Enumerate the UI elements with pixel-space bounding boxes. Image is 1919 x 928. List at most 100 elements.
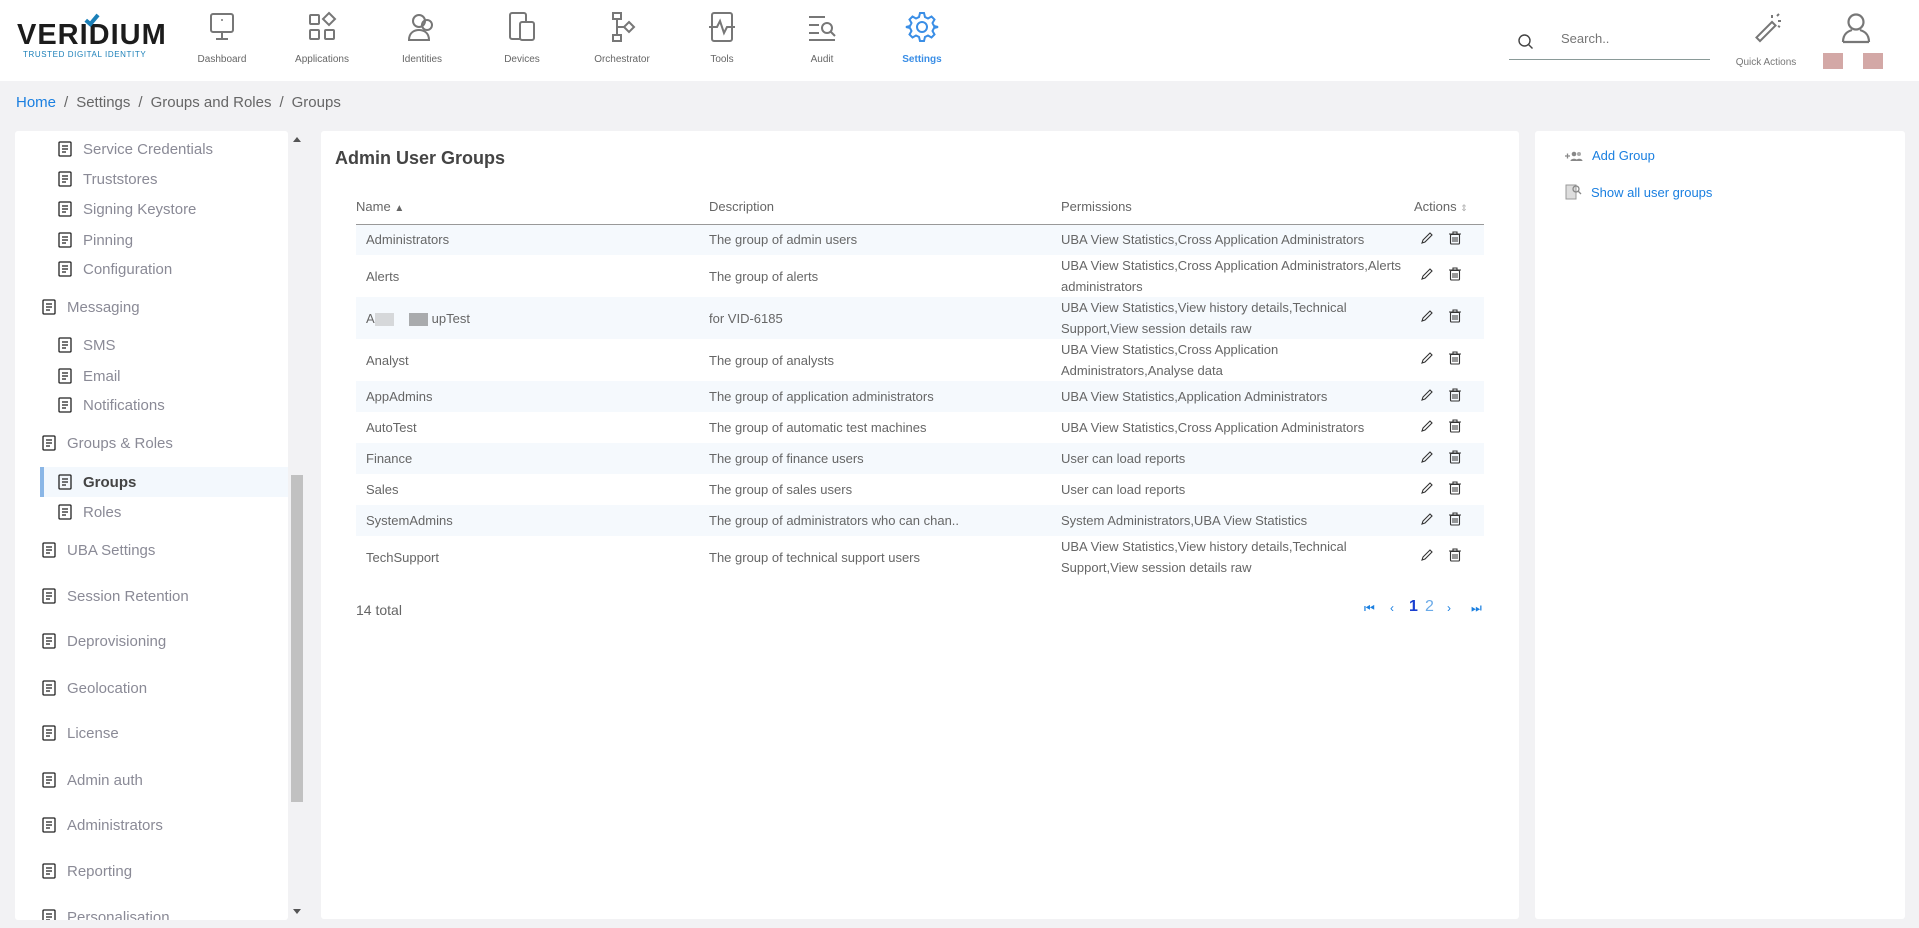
column-name[interactable]: Name ▲ bbox=[356, 189, 709, 225]
gear-icon bbox=[905, 12, 939, 42]
edit-icon[interactable] bbox=[1420, 511, 1434, 532]
edit-icon[interactable] bbox=[1420, 418, 1434, 439]
user-icon bbox=[1841, 13, 1871, 44]
total-count: 14 total bbox=[356, 602, 402, 618]
sidebar-item-uba-settings[interactable]: UBA Settings bbox=[15, 536, 288, 564]
nav-settings[interactable]: Settings bbox=[872, 10, 972, 65]
sidebar-scrollbar[interactable] bbox=[290, 131, 304, 920]
notifications-icon bbox=[58, 397, 72, 413]
sidebar-item-groups[interactable]: Groups bbox=[40, 467, 288, 497]
table-row[interactable]: Administrators The group of admin users UB… bbox=[356, 224, 1484, 255]
scrollbar-thumb[interactable] bbox=[291, 475, 303, 802]
nav-devices[interactable]: Devices bbox=[472, 10, 572, 65]
sidebar-item-session-retention[interactable]: Session Retention bbox=[15, 582, 288, 610]
trash-icon[interactable] bbox=[1448, 418, 1462, 439]
breadcrumb-groups-and-roles[interactable]: Groups and Roles bbox=[150, 94, 272, 111]
edit-icon[interactable] bbox=[1420, 350, 1434, 371]
sidebar-item-admin-auth[interactable]: Admin auth bbox=[15, 766, 288, 794]
sidebar-item-configuration[interactable]: Configuration bbox=[15, 255, 288, 283]
sidebar-item-roles[interactable]: Roles bbox=[15, 498, 288, 526]
groups-icon bbox=[58, 474, 72, 490]
trash-icon[interactable] bbox=[1448, 547, 1462, 568]
trash-icon[interactable] bbox=[1448, 449, 1462, 470]
trash-icon[interactable] bbox=[1448, 266, 1462, 287]
sidebar-item-notifications[interactable]: Notifications bbox=[15, 391, 288, 419]
quick-actions-button[interactable]: Quick Actions bbox=[1726, 12, 1806, 68]
reporting-icon bbox=[42, 863, 56, 879]
user-menu-button[interactable] bbox=[1840, 12, 1872, 49]
page-2[interactable]: 2 bbox=[1425, 598, 1434, 615]
sidebar-item-messaging[interactable]: Messaging bbox=[15, 293, 288, 321]
page-1[interactable]: 1 bbox=[1409, 598, 1418, 615]
table-row[interactable]: TechSupport The group of technical suppor… bbox=[356, 536, 1484, 578]
veridium-logo[interactable]: VERIDIUM TRUSTED DIGITAL IDENTITY bbox=[17, 11, 166, 60]
trash-icon[interactable] bbox=[1448, 480, 1462, 501]
actions-panel: Add Group Show all user groups bbox=[1535, 131, 1905, 919]
scroll-up-arrow[interactable] bbox=[293, 137, 301, 142]
last-page-button[interactable]: ⏭ bbox=[1471, 601, 1482, 615]
cell-description: The group of admin users bbox=[709, 232, 858, 248]
cell-description: The group of application administrators bbox=[709, 389, 934, 404]
sidebar-item-sms[interactable]: SMS bbox=[15, 331, 288, 359]
trash-icon[interactable] bbox=[1448, 387, 1462, 408]
edit-icon[interactable] bbox=[1420, 387, 1434, 408]
edit-icon[interactable] bbox=[1420, 230, 1434, 251]
nav-applications[interactable]: Applications bbox=[272, 10, 372, 65]
next-page-button[interactable]: › bbox=[1447, 601, 1451, 615]
sidebar-item-service-credentials[interactable]: Service Credentials bbox=[15, 135, 288, 163]
trash-icon[interactable] bbox=[1448, 350, 1462, 371]
sidebar-item-groups-roles[interactable]: Groups & Roles bbox=[15, 429, 288, 457]
table-row[interactable]: AutoTest The group of automatic test mach… bbox=[356, 412, 1484, 443]
table-row[interactable]: Sales The group of sales users User can lo… bbox=[356, 474, 1484, 505]
add-group-link[interactable]: Add Group bbox=[1565, 148, 1655, 163]
sidebar-item-pinning[interactable]: Pinning bbox=[15, 226, 288, 254]
search-box[interactable] bbox=[1509, 28, 1710, 60]
cell-actions bbox=[1414, 297, 1484, 339]
breadcrumb-settings[interactable]: Settings bbox=[76, 94, 131, 111]
sidebar-item-email[interactable]: Email bbox=[15, 362, 288, 390]
session-retention-icon bbox=[42, 588, 56, 604]
cell-name: AutoTest bbox=[366, 420, 417, 435]
edit-icon[interactable] bbox=[1420, 308, 1434, 329]
sidebar-item-geolocation[interactable]: Geolocation bbox=[15, 674, 288, 702]
table-row[interactable]: SystemAdmins The group of administrators … bbox=[356, 505, 1484, 536]
sidebar-item-reporting[interactable]: Reporting bbox=[15, 857, 288, 885]
trash-icon[interactable] bbox=[1448, 308, 1462, 329]
sidebar-item-signing-keystore[interactable]: Signing Keystore bbox=[15, 195, 288, 223]
first-page-button[interactable]: ⏮ bbox=[1364, 601, 1375, 615]
nav-orchestrator[interactable]: Orchestrator bbox=[572, 10, 672, 65]
edit-icon[interactable] bbox=[1420, 480, 1434, 501]
nav-dashboard[interactable]: Dashboard bbox=[172, 10, 272, 65]
add-users-icon bbox=[1565, 151, 1583, 161]
sidebar-item-deprovisioning[interactable]: Deprovisioning bbox=[15, 627, 288, 655]
search-input[interactable] bbox=[1561, 31, 1701, 46]
redacted-block bbox=[408, 312, 428, 326]
sidebar-item-license[interactable]: License bbox=[15, 719, 288, 747]
edit-icon[interactable] bbox=[1420, 547, 1434, 568]
table-row[interactable]: Finance The group of finance users User ca… bbox=[356, 443, 1484, 474]
sidebar-item-truststores[interactable]: Truststores bbox=[15, 165, 288, 193]
configuration-icon bbox=[58, 261, 72, 277]
nav-audit[interactable]: Audit bbox=[772, 10, 872, 65]
sidebar-item-administrators[interactable]: Administrators bbox=[15, 811, 288, 839]
table-row[interactable]: AppAdmins The group of application admini… bbox=[356, 381, 1484, 412]
table-row[interactable]: Alerts The group of alerts UBA View Statis… bbox=[356, 255, 1484, 297]
show-all-user-groups-link[interactable]: Show all user groups bbox=[1565, 183, 1712, 201]
redacted-block bbox=[1863, 53, 1883, 69]
trash-icon[interactable] bbox=[1448, 511, 1462, 532]
sidebar-item-personalisation[interactable]: Personalisation bbox=[15, 903, 288, 920]
groups-table: Name ▲ Description Permissions Actions ⇕… bbox=[356, 189, 1484, 578]
cell-name: AppAdmins bbox=[366, 389, 433, 404]
edit-icon[interactable] bbox=[1420, 449, 1434, 470]
column-actions[interactable]: Actions ⇕ bbox=[1414, 189, 1484, 225]
geolocation-icon bbox=[42, 680, 56, 696]
nav-identities[interactable]: Identities bbox=[372, 10, 472, 65]
scroll-down-arrow[interactable] bbox=[293, 909, 301, 914]
nav-tools[interactable]: Tools bbox=[672, 10, 772, 65]
table-row[interactable]: Analyst The group of analysts UBA View Sta… bbox=[356, 339, 1484, 381]
breadcrumb-home[interactable]: Home bbox=[16, 94, 57, 111]
edit-icon[interactable] bbox=[1420, 266, 1434, 287]
trash-icon[interactable] bbox=[1448, 230, 1462, 251]
prev-page-button[interactable]: ‹ bbox=[1390, 601, 1394, 615]
